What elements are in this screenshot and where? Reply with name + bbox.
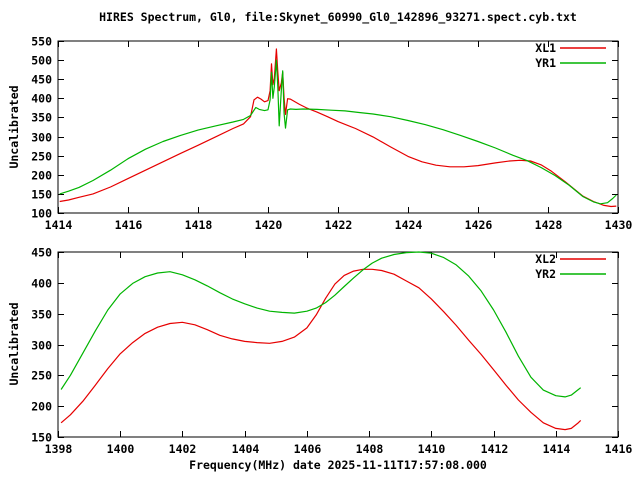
xl1-curve xyxy=(59,48,617,208)
x-tick-label: 1406 xyxy=(294,442,322,456)
chart-panels: 1414 1416 1418 1420 1422 1424 1426 1428 14301001… xyxy=(31,35,632,457)
x-tick-label: 1402 xyxy=(169,442,197,456)
y-tick-label: 450 xyxy=(31,246,52,260)
y-tick-label: 550 xyxy=(31,35,52,49)
y-tick-label: 300 xyxy=(31,339,52,353)
legend-label-yr1: YR1 xyxy=(535,56,556,70)
bottom-y-axis-label: Uncalibrated xyxy=(7,302,21,385)
y-tick-label: 350 xyxy=(31,308,52,322)
x-tick-label: 1416 xyxy=(115,218,143,232)
x-tick-label: 1420 xyxy=(255,218,283,232)
y-tick-label: 300 xyxy=(31,131,52,145)
xl2-curve xyxy=(60,268,582,431)
y-tick-label: 250 xyxy=(31,369,52,383)
x-tick-label: 1426 xyxy=(465,218,493,232)
panel-top: 1414 1416 1418 1420 1422 1424 1426 1428 1430 100 1… xyxy=(31,35,632,233)
panel-bottom: 1398 1400 1402 1404 1406 1408 1410 1412 1414 1416… xyxy=(31,246,632,457)
top-y-axis-label: Uncalibrated xyxy=(7,85,21,168)
x-tick-label: 1424 xyxy=(395,218,423,232)
x-tick-label: 1400 xyxy=(107,442,135,456)
x-tick-label: 1422 xyxy=(325,218,353,232)
y-tick-label: 500 xyxy=(31,54,52,68)
x-tick-label: 1418 xyxy=(185,218,213,232)
y-tick-label: 150 xyxy=(31,431,52,445)
plot-border xyxy=(57,251,619,438)
x-tick-label: 1408 xyxy=(356,442,384,456)
y-tick-label: 350 xyxy=(31,111,52,125)
x-tick-label: 1404 xyxy=(232,442,260,456)
y-tick-label: 400 xyxy=(31,277,52,291)
y-tick-label: 450 xyxy=(31,73,52,87)
x-tick-label: 1416 xyxy=(605,442,633,456)
x-tick-label: 1414 xyxy=(543,442,571,456)
x-tick-label: 1414 xyxy=(45,218,73,232)
y-tick-label: 150 xyxy=(31,188,52,202)
y-tick-label: 200 xyxy=(31,400,52,414)
legend-label-xl2: XL2 xyxy=(535,252,556,266)
figure-title: HIRES Spectrum, Gl0, file:Skynet_60990_G… xyxy=(99,10,577,25)
x-tick-label: 1430 xyxy=(605,218,633,232)
y-tick-label: 400 xyxy=(31,92,52,106)
x-tick-label: 1398 xyxy=(45,442,73,456)
x-tick-label: 1412 xyxy=(481,442,509,456)
yr1-curve xyxy=(59,59,617,205)
x-axis-label: Frequency(MHz) date 2025-11-11T17:57:08.… xyxy=(189,458,487,472)
yr2-curve xyxy=(60,251,582,398)
x-tick-label: 1428 xyxy=(535,218,563,232)
y-tick-label: 100 xyxy=(31,207,52,221)
legend-label-yr2: YR2 xyxy=(535,267,556,281)
y-tick-label: 250 xyxy=(31,150,52,164)
y-tick-label: 200 xyxy=(31,169,52,183)
x-tick-label: 1410 xyxy=(418,442,446,456)
legend-label-xl1: XL1 xyxy=(535,41,556,55)
